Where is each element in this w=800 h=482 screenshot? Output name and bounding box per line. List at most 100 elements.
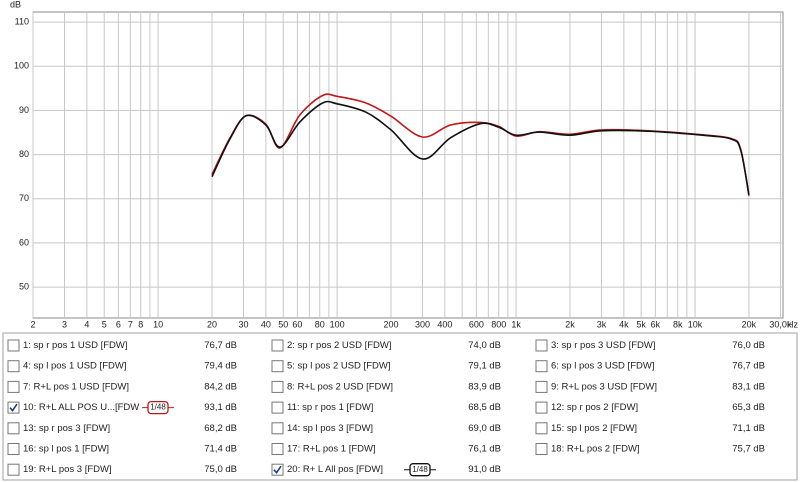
checkbox[interactable] [271,360,284,373]
measurement-name[interactable]: 5: sp l pos 2 USD [FDW] [287,361,390,372]
y-tick-label: 110 [15,17,29,27]
measurement-name[interactable]: 20: R+ L All pos [FDW] [287,464,383,475]
x-tick-label: 8k [673,319,683,329]
checkbox[interactable] [535,443,548,455]
checkbox[interactable] [271,443,284,455]
x-tick-label: 6 [116,319,121,329]
checkbox[interactable] [271,463,284,476]
smoothing-label: 1/48 [412,465,428,474]
measurement-level: 83,1 dB [732,381,765,392]
measurement-level: 74,0 dB [468,340,501,351]
checkbox[interactable] [7,380,20,393]
checkbox[interactable] [7,463,20,476]
x-tick-label: 80 [315,319,325,329]
legend-item: 14: sp l pos 3 [FDW] 69,0 dB [271,422,501,435]
x-tick-label: 10k [688,319,703,329]
measurement-name[interactable]: 12: sp r pos 2 [FDW] [551,402,638,413]
measurement-level: 76,1 dB [468,444,501,455]
measurement-name[interactable]: 18: R+L pos 2 [FDW] [551,444,640,455]
y-tick-label: 70 [19,193,29,203]
measurement-name[interactable]: 19: R+L pos 3 [FDW] [23,464,112,475]
x-tick-label: 30 [238,319,248,329]
x-tick-label: 10 [153,319,163,329]
checkbox[interactable] [7,401,20,414]
x-tick-label: 600 [469,319,484,329]
legend-item: 13: sp r pos 3 [FDW] 68,2 dB [7,422,237,435]
measurement-name[interactable]: 10: R+L ALL POS U...[FDW [23,402,139,413]
measurement-level: 76,0 dB [732,340,765,351]
legend-item: 19: R+L pos 3 [FDW] 75,0 dB [7,463,237,476]
measurement-name[interactable]: 17: R+L pos 1 [FDW] [287,444,376,455]
legend-item: 10: R+L ALL POS U...[FDW 1/48 93,1 dB [7,400,237,415]
measurement-name[interactable]: 8: R+L pos 2 USD [FDW] [287,381,393,392]
measurement-level: 68,5 dB [468,402,501,413]
x-tick-label: 3k [597,319,607,329]
measurement-level: 83,9 dB [468,381,501,392]
checkbox[interactable] [535,339,548,352]
checkbox[interactable] [535,380,548,393]
measurement-level: 93,1 dB [204,402,237,413]
measurement-name[interactable]: 9: R+L pos 3 USD [FDW] [551,381,657,392]
checkbox[interactable] [271,339,284,352]
x-tick-label: 20 [207,319,217,329]
checkmark [273,465,282,475]
legend-item: 18: R+L pos 2 [FDW] 75,7 dB [535,443,765,455]
y-tick-label: 60 [19,237,29,247]
y-tick-label: 90 [19,105,29,115]
legend-item: 3: sp r pos 3 USD [FDW] 76,0 dB [535,339,765,352]
x-tick-label: 300 [415,319,430,329]
legend-item: 2: sp r pos 2 USD [FDW] 74,0 dB [271,339,501,352]
x-tick-label: 50 [278,319,288,329]
measurement-name[interactable]: 2: sp r pos 2 USD [FDW] [287,340,392,351]
x-tick-label: 4 [84,319,89,329]
measurement-level: 71,1 dB [732,423,765,434]
legend-item: 7: R+L pos 1 USD [FDW] 84,2 dB [7,380,237,393]
x-tick-label: 8 [138,319,143,329]
x-tick-label: 2k [565,319,575,329]
x-tick-label: 100 [330,319,345,329]
plot-area [32,11,784,319]
checkbox[interactable] [271,422,284,435]
measurement-name[interactable]: 4: sp l pos 1 USD [FDW] [23,361,126,372]
y-tick-label: 50 [19,281,29,291]
measurement-name[interactable]: 15: sp l pos 2 [FDW] [551,423,637,434]
measurement-name[interactable]: 13: sp r pos 3 [FDW] [23,423,110,434]
y-tick-label: 100 [14,61,29,71]
checkbox[interactable] [7,443,20,455]
checkbox[interactable] [7,339,20,352]
legend-item: 20: R+ L All pos [FDW] 1/48 91,0 dB [271,463,501,477]
checkbox[interactable] [7,360,20,373]
legend-item: 6: sp l pos 3 USD [FDW] 76,7 dB [535,360,765,373]
checkbox[interactable] [535,360,548,373]
measurement-level: 76,7 dB [732,361,765,372]
measurement-name[interactable]: 11: sp r pos 1 [FDW] [287,402,373,413]
measurement-level: 79,1 dB [468,361,501,372]
checkbox[interactable] [7,422,20,435]
y-tick-label: 80 [19,149,29,159]
checkbox[interactable] [271,401,284,414]
smoothing-label: 1/48 [150,403,166,412]
smoothing-badge [147,400,169,415]
checkbox[interactable] [535,401,548,414]
measurement-name[interactable]: 7: R+L pos 1 USD [FDW] [23,381,129,392]
measurement-name[interactable]: 1: sp r pos 1 USD [FDW] [23,340,128,351]
measurement-name[interactable]: 6: sp l pos 3 USD [FDW] [551,361,654,372]
x-tick-label: 20k [742,319,757,329]
x-unit: Hz [787,319,798,329]
x-tick-label: 2 [30,319,35,329]
x-tick-label: 4k [619,319,629,329]
measurement-name[interactable]: 16: sp l pos 1 [FDW] [23,444,109,455]
measurement-level: 91,0 dB [468,464,501,475]
measurement-name[interactable]: 14: sp l pos 3 [FDW] [287,423,373,434]
checkbox[interactable] [535,422,548,435]
measurement-name[interactable]: 3: sp r pos 3 USD [FDW] [551,340,656,351]
legend-item: 4: sp l pos 1 USD [FDW] 79,4 dB [7,360,237,373]
legend-item: 15: sp l pos 2 [FDW] 71,1 dB [535,422,765,435]
smoothing-badge [409,463,431,477]
legend-panel [2,332,798,481]
checkbox[interactable] [271,380,284,393]
legend: 1: sp r pos 1 USD [FDW] 76,7 dB 2: sp r po… [7,339,765,477]
x-tick-label: 1k [511,319,521,329]
